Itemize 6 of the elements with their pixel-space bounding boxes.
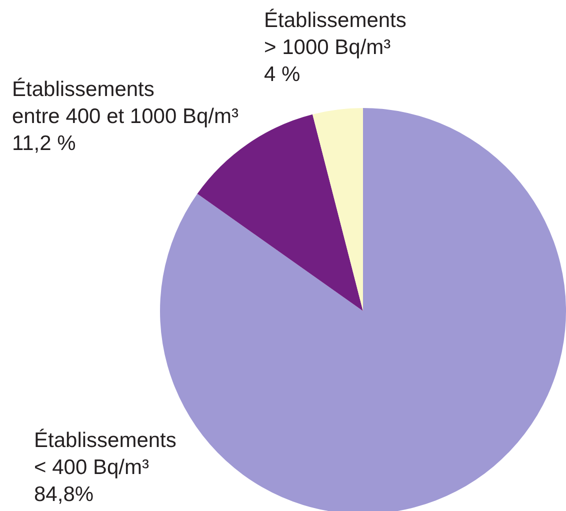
slice-label: Établissements < 400 Bq/m³ xyxy=(34,428,176,479)
data-label: 84,8% xyxy=(34,483,94,506)
data-label: 11,2 % xyxy=(12,132,76,155)
data-label: 4 % xyxy=(264,63,300,86)
slice-label: Établissements entre 400 et 1000 Bq/m³ xyxy=(12,77,238,128)
slice-label: Établissements > 1000 Bq/m³ xyxy=(264,8,406,59)
